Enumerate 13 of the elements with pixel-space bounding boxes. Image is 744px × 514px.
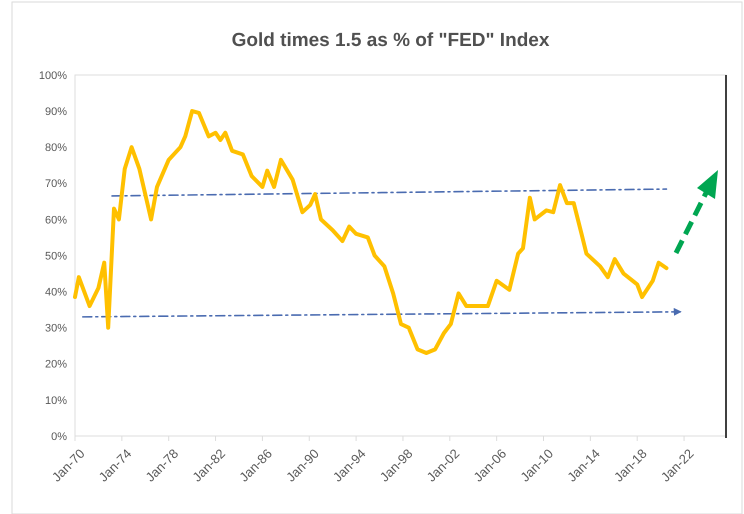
y-tick-label: 80% bbox=[44, 142, 68, 154]
y-tick-label: 100% bbox=[38, 70, 68, 82]
y-tick-label: 60% bbox=[44, 214, 68, 226]
y-tick-label: 90% bbox=[44, 106, 68, 118]
y-tick-label: 40% bbox=[44, 286, 68, 298]
y-tick-label: 30% bbox=[44, 322, 68, 335]
y-tick-label: 50% bbox=[44, 250, 68, 262]
y-tick-label: 20% bbox=[44, 358, 68, 371]
y-tick-label: 70% bbox=[44, 178, 68, 190]
chart-title: Gold times 1.5 as % of "FED" Index bbox=[232, 30, 550, 51]
y-tick-label: 0% bbox=[51, 430, 68, 443]
line-series bbox=[73, 109, 668, 355]
y-tick-label: 10% bbox=[44, 394, 68, 407]
